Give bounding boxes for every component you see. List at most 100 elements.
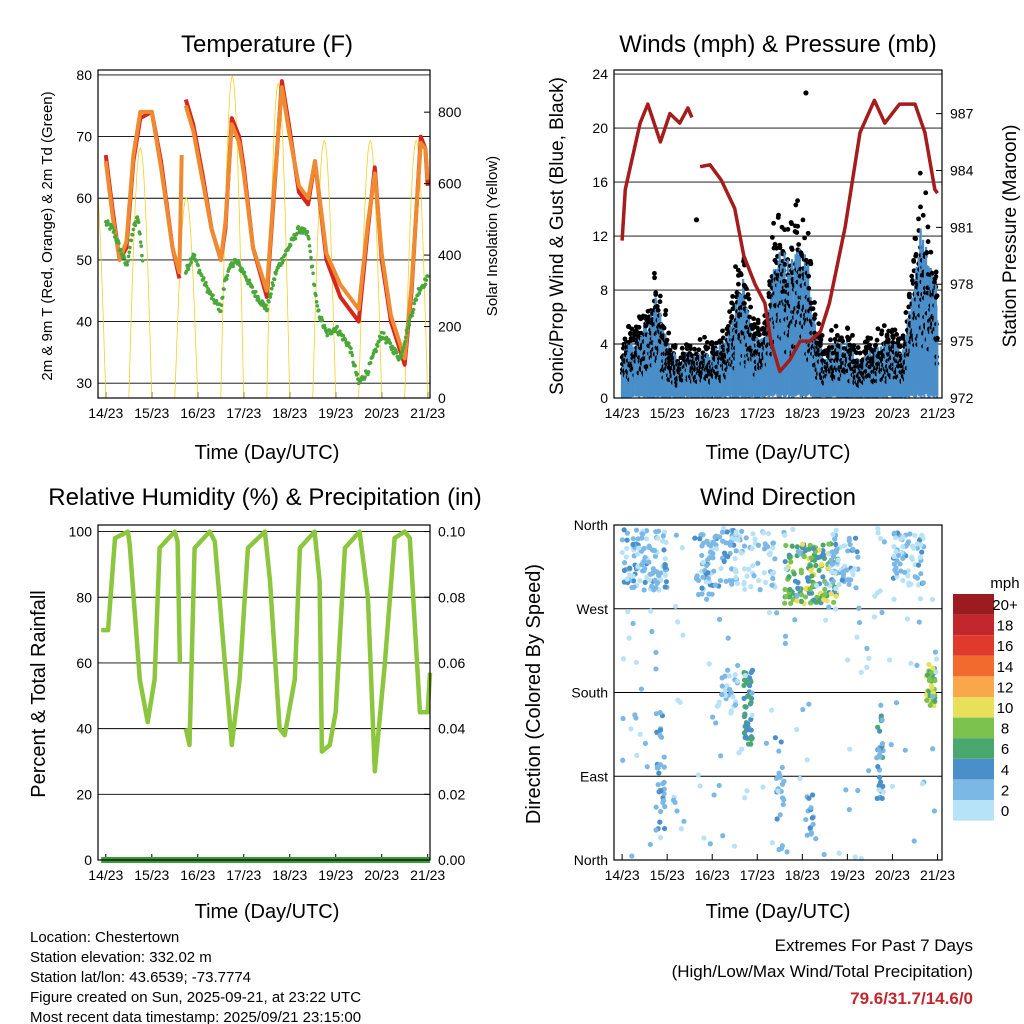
direction-point	[833, 585, 839, 592]
direction-point	[855, 554, 861, 560]
direction-point	[807, 563, 814, 569]
direction-point	[879, 795, 885, 801]
dewpoint-point	[129, 238, 134, 243]
gust-point	[663, 308, 669, 313]
dewpoint-point	[250, 285, 255, 289]
dewpoint-point	[125, 262, 129, 267]
direction-point	[893, 548, 899, 554]
gust-point	[911, 258, 917, 264]
direction-y-tick-label: East	[580, 768, 608, 784]
temperature-x-tick-label: 14/23	[88, 405, 123, 421]
direction-point	[749, 690, 755, 696]
temperature-y-tick-label: 30	[76, 375, 92, 391]
direction-point	[662, 825, 668, 832]
winds-ylabel: Sonic/Prop Wind & Gust (Blue, Black)	[547, 77, 568, 395]
legend-label: 0	[1001, 803, 1009, 820]
gust-point	[851, 343, 857, 348]
direction-point	[725, 667, 731, 673]
gust-point	[782, 261, 788, 267]
direction-point	[769, 571, 776, 577]
temperature-x-tick-label: 17/23	[226, 405, 261, 421]
direction-point	[803, 586, 809, 592]
direction-point	[815, 599, 821, 605]
winds-y-tick-label: 16	[592, 174, 608, 190]
direction-point	[930, 693, 936, 699]
direction-point	[794, 544, 800, 550]
direction-point	[912, 532, 918, 538]
humidity-y-tick-label: 60	[76, 655, 92, 671]
gust-point	[868, 335, 874, 341]
direction-point	[735, 678, 741, 684]
direction-point	[655, 763, 661, 770]
direction-point	[789, 543, 795, 549]
dewpoint-point	[384, 335, 389, 340]
direction-point	[905, 573, 911, 579]
gust-point	[704, 339, 710, 345]
direction-point	[742, 795, 748, 801]
gust-point	[755, 325, 760, 331]
dewpoint-point	[382, 331, 386, 335]
direction-point	[712, 582, 719, 588]
direction-point	[877, 535, 884, 542]
direction-frame	[613, 524, 943, 861]
direction-point	[909, 554, 915, 560]
direction-point	[933, 669, 939, 675]
gust-point	[662, 312, 668, 318]
direction-point	[744, 788, 750, 794]
dewpoint-point	[311, 271, 315, 276]
gust-point	[747, 314, 752, 320]
direction-point	[813, 562, 819, 569]
gust-point	[828, 337, 833, 343]
dewpoint-point	[126, 254, 131, 259]
direction-point	[876, 752, 883, 758]
direction-point	[680, 632, 686, 638]
direction-point	[893, 565, 899, 571]
gust-point	[803, 257, 809, 263]
direction-point	[778, 739, 784, 745]
gust-point	[928, 249, 934, 255]
direction-point	[733, 574, 739, 581]
direction-point	[791, 571, 797, 577]
gust-point	[709, 340, 715, 345]
direction-point	[657, 709, 663, 716]
direction-point	[779, 764, 785, 771]
dewpoint-point	[126, 259, 130, 263]
gust-point	[913, 251, 919, 257]
direction-point	[893, 700, 900, 706]
dewpoint-point	[335, 324, 339, 329]
gust-point	[847, 342, 853, 348]
direction-point	[733, 529, 739, 535]
direction-point	[699, 552, 705, 559]
direction-point	[774, 816, 780, 822]
direction-point	[795, 585, 801, 591]
pressure-ylabel: Station Pressure (Maroon)	[1000, 125, 1021, 348]
gust-point	[795, 198, 800, 204]
dewpoint-point	[138, 240, 143, 244]
direction-point	[661, 791, 667, 797]
direction-point	[806, 795, 812, 801]
direction-point	[808, 829, 814, 836]
direction-point	[710, 714, 716, 720]
gust-point	[879, 328, 885, 334]
dewpoint-point	[411, 307, 416, 312]
direction-point	[795, 548, 801, 555]
direction-xlabel: Time (Day/UTC)	[706, 901, 851, 923]
dewpoint-point	[136, 220, 141, 225]
direction-point	[741, 543, 748, 549]
direction-point	[735, 537, 741, 543]
direction-point	[763, 740, 770, 746]
legend-swatch	[953, 614, 994, 636]
direction-point	[830, 578, 836, 584]
direction-point	[700, 540, 707, 546]
direction-point	[624, 576, 630, 582]
dewpoint-point	[394, 350, 399, 355]
gust-point	[854, 350, 859, 356]
direction-point	[744, 693, 751, 699]
winds-y-tick-label: 8	[600, 282, 608, 298]
direction-point	[621, 560, 628, 566]
direction-point	[783, 593, 789, 600]
direction-point	[784, 849, 790, 855]
direction-point	[765, 544, 771, 550]
gust-point	[808, 300, 814, 306]
direction-point	[915, 562, 922, 568]
